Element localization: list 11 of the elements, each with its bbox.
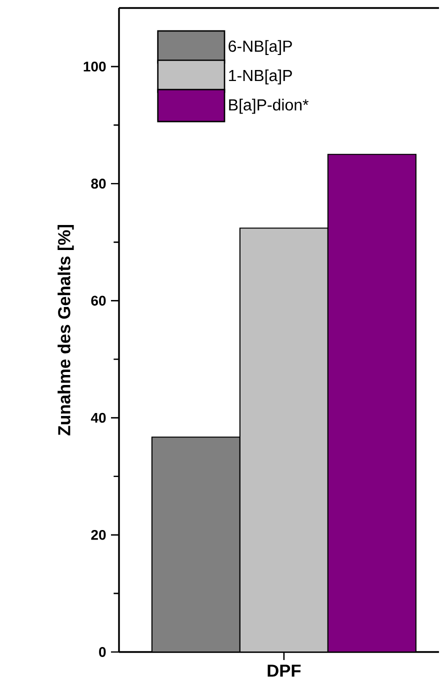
y-tick-label: 80 bbox=[91, 178, 106, 189]
legend-label: B[a]P-dion* bbox=[229, 98, 309, 114]
legend-label: 6-NB[a]P bbox=[228, 40, 292, 56]
legend-label: 1-NB[a]P bbox=[229, 69, 292, 84]
y-tick-label: 20 bbox=[91, 530, 106, 540]
x-tick-label: DPF bbox=[268, 664, 301, 677]
y-tick-label: 100 bbox=[84, 62, 106, 72]
y-tick-label: 60 bbox=[91, 296, 106, 306]
y-axis-title: Zunahme des Gehalts [%] bbox=[58, 225, 74, 436]
y-tick-label: 40 bbox=[90, 412, 106, 423]
y-tick-label: 0 bbox=[99, 647, 106, 657]
